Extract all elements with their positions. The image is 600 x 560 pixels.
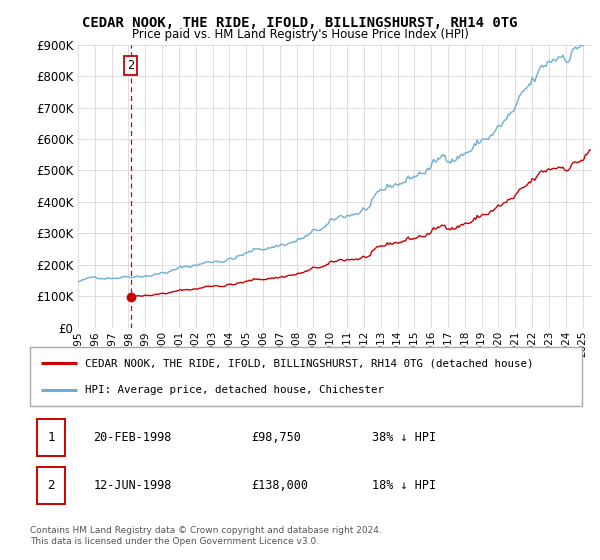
FancyBboxPatch shape bbox=[37, 419, 65, 456]
Text: 38% ↓ HPI: 38% ↓ HPI bbox=[372, 431, 436, 444]
Text: CEDAR NOOK, THE RIDE, IFOLD, BILLINGSHURST, RH14 0TG: CEDAR NOOK, THE RIDE, IFOLD, BILLINGSHUR… bbox=[82, 16, 518, 30]
Text: Contains HM Land Registry data © Crown copyright and database right 2024.
This d: Contains HM Land Registry data © Crown c… bbox=[30, 526, 382, 546]
Text: 1: 1 bbox=[47, 431, 55, 444]
Text: 20-FEB-1998: 20-FEB-1998 bbox=[94, 431, 172, 444]
FancyBboxPatch shape bbox=[30, 347, 582, 406]
Text: HPI: Average price, detached house, Chichester: HPI: Average price, detached house, Chic… bbox=[85, 385, 384, 395]
FancyBboxPatch shape bbox=[37, 467, 65, 504]
Text: £98,750: £98,750 bbox=[251, 431, 301, 444]
Text: 12-JUN-1998: 12-JUN-1998 bbox=[94, 479, 172, 492]
Text: 2: 2 bbox=[47, 479, 55, 492]
Text: 18% ↓ HPI: 18% ↓ HPI bbox=[372, 479, 436, 492]
Text: Price paid vs. HM Land Registry's House Price Index (HPI): Price paid vs. HM Land Registry's House … bbox=[131, 28, 469, 41]
Text: 2: 2 bbox=[127, 59, 134, 72]
Text: £138,000: £138,000 bbox=[251, 479, 308, 492]
Text: CEDAR NOOK, THE RIDE, IFOLD, BILLINGSHURST, RH14 0TG (detached house): CEDAR NOOK, THE RIDE, IFOLD, BILLINGSHUR… bbox=[85, 358, 534, 368]
